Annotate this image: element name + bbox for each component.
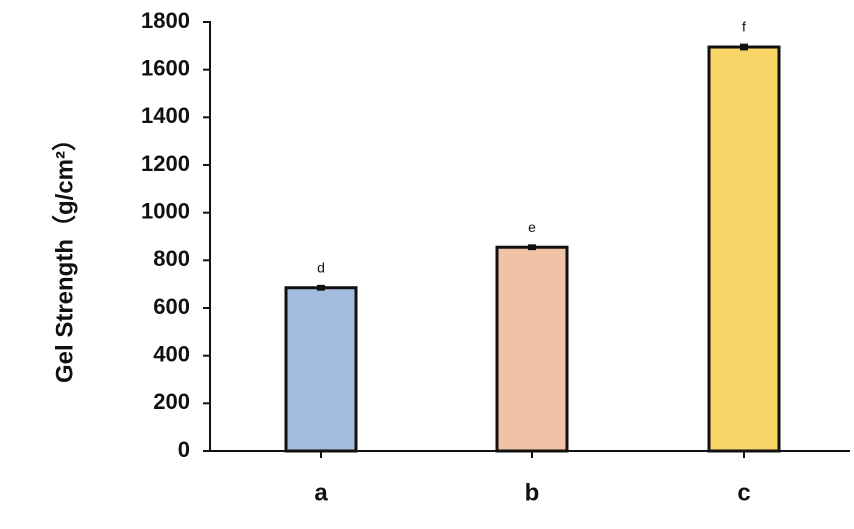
y-tick-label: 800 xyxy=(153,246,190,271)
y-axis-label: Gel Strength（g/cm²） xyxy=(51,127,78,383)
y-tick-label: 1600 xyxy=(141,55,190,80)
y-tick-label: 1000 xyxy=(141,198,190,223)
annotation: e xyxy=(528,219,536,235)
annotation: f xyxy=(742,18,746,34)
x-tick-label: b xyxy=(525,479,540,506)
y-tick-label: 1800 xyxy=(141,8,190,33)
bar xyxy=(707,45,781,453)
y-tick-label: 400 xyxy=(153,341,190,366)
y-tick-label: 200 xyxy=(153,389,190,414)
y-tick-label: 1400 xyxy=(141,103,190,128)
y-tick-label: 0 xyxy=(178,437,190,462)
x-tick-label: c xyxy=(737,479,750,506)
annotation: d xyxy=(317,260,325,276)
bar xyxy=(284,286,358,453)
bar xyxy=(495,245,569,453)
x-tick-label: a xyxy=(314,479,328,506)
y-tick-label: 1200 xyxy=(141,151,190,176)
y-tick-label: 600 xyxy=(153,294,190,319)
